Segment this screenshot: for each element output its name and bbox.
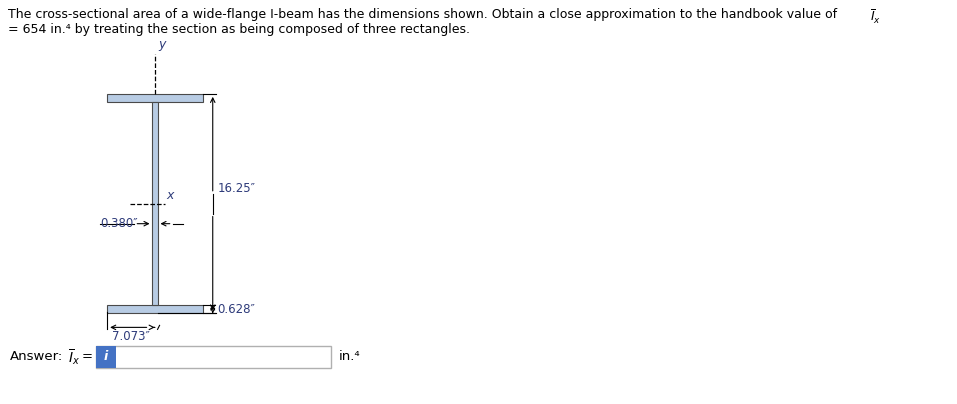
Text: x: x [166, 189, 173, 202]
Bar [96, 346, 331, 368]
Text: 0.380″: 0.380″ [100, 217, 138, 230]
Text: in.⁴: in.⁴ [339, 351, 361, 364]
Text: 0.628″: 0.628″ [218, 303, 256, 316]
Text: 7.073″: 7.073″ [112, 330, 150, 343]
Text: The cross-sectional area of a wide-flange I-beam has the dimensions shown. Obtai: The cross-sectional area of a wide-flang… [8, 8, 841, 21]
Bar [107, 305, 203, 314]
Text: $\overline{I}_x$: $\overline{I}_x$ [68, 347, 80, 367]
Text: i: i [104, 351, 108, 364]
Text: y: y [158, 38, 166, 51]
Text: = 654 in.⁴ by treating the section as being composed of three rectangles.: = 654 in.⁴ by treating the section as be… [8, 23, 470, 36]
Text: 16.25″: 16.25″ [218, 182, 256, 195]
Bar [96, 346, 116, 368]
Bar [107, 94, 203, 103]
Text: =: = [82, 351, 93, 364]
Text: Answer:: Answer: [10, 351, 63, 364]
Bar [152, 103, 158, 305]
Text: $\overline{I}_x$: $\overline{I}_x$ [870, 8, 881, 26]
